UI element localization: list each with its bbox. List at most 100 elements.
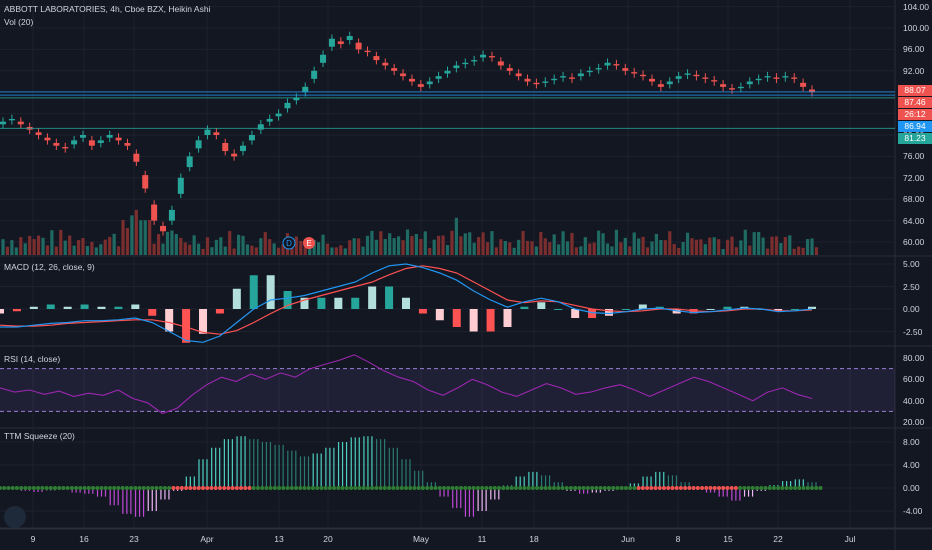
volume-bar xyxy=(765,248,770,255)
ttm-squeeze-dot xyxy=(277,486,282,490)
volume-bar xyxy=(494,247,499,255)
macd-histogram-bar xyxy=(215,309,224,314)
ttm-squeeze-dot xyxy=(408,486,413,490)
macd-histogram-bar xyxy=(182,309,191,343)
macd-histogram-bar xyxy=(148,309,157,316)
ttm-squeeze-dot xyxy=(141,486,146,490)
volume-bar xyxy=(99,244,103,255)
candle-body xyxy=(382,62,389,66)
macd-histogram-bar xyxy=(300,297,309,309)
macd-histogram-bar xyxy=(29,306,38,309)
candle-body xyxy=(542,81,549,83)
ttm-squeeze-dot xyxy=(522,486,527,490)
ttm-squeeze-dot xyxy=(797,486,802,490)
volume-bar xyxy=(232,248,236,255)
volume-bar xyxy=(28,235,32,255)
volume-bar xyxy=(365,235,370,255)
volume-bar xyxy=(263,232,267,255)
ttm-squeeze-dot xyxy=(298,486,303,490)
volume-bar xyxy=(397,236,401,255)
volume-bar xyxy=(717,239,721,255)
volume-bar xyxy=(192,235,196,255)
ttm-squeeze-dot xyxy=(547,486,552,490)
volume-bar xyxy=(134,209,138,255)
candle-body xyxy=(586,70,593,73)
candle-body xyxy=(142,175,149,189)
ttm-axis-label: 4.00 xyxy=(903,460,920,470)
ttm-squeeze-dot xyxy=(539,486,544,490)
volume-bar xyxy=(579,246,583,255)
ttm-squeeze-dot xyxy=(74,486,79,490)
rsi-label: RSI (14, close) xyxy=(4,354,61,364)
volume-bar xyxy=(774,236,779,255)
ttm-squeeze-dot xyxy=(763,486,768,490)
ttm-squeeze-dot xyxy=(695,486,700,490)
volume-bar xyxy=(121,219,125,255)
candle-body xyxy=(328,38,335,47)
rsi-band xyxy=(0,368,895,412)
macd-label: MACD (12, 26, close, 9) xyxy=(4,262,95,272)
ttm-squeeze-dot xyxy=(289,486,294,490)
volume-bar xyxy=(165,231,170,255)
candle-body xyxy=(151,204,158,221)
ttm-squeeze-dot xyxy=(61,486,66,490)
ttm-squeeze-dot xyxy=(306,486,311,490)
candle-body xyxy=(417,84,424,87)
ttm-squeeze-dot xyxy=(463,486,468,490)
candle-body xyxy=(480,54,487,58)
volume-bar xyxy=(779,243,783,255)
candle-body xyxy=(195,140,202,149)
volume-bar xyxy=(441,235,445,255)
candle-body xyxy=(533,82,540,85)
macd-histogram-bar xyxy=(249,275,258,309)
ttm-squeeze-dot xyxy=(721,486,726,490)
macd-histogram-bar xyxy=(418,309,427,314)
ttm-squeeze-dot xyxy=(65,486,70,490)
rsi-axis-label: 20.00 xyxy=(903,417,925,427)
volume-bar xyxy=(770,236,774,255)
candle-body xyxy=(613,64,620,66)
volume-bar xyxy=(414,233,418,255)
macd-histogram-bar xyxy=(638,304,647,309)
volume-bar xyxy=(517,239,521,255)
volume-bar xyxy=(570,232,574,255)
ttm-squeeze-dot xyxy=(133,486,138,490)
volume-bar xyxy=(281,244,285,255)
volume-bar xyxy=(814,247,819,255)
volume-bar xyxy=(50,230,54,255)
candle-body xyxy=(631,72,638,74)
time-axis-label: 11 xyxy=(477,534,487,544)
macd-signal-line xyxy=(0,265,813,335)
candle-body xyxy=(222,143,229,152)
ttm-squeeze-dot xyxy=(683,486,688,490)
candle-body xyxy=(604,62,611,66)
volume-bar xyxy=(108,236,112,255)
volume-bar xyxy=(54,246,58,255)
ttm-squeeze-dot xyxy=(391,486,396,490)
volume-bar xyxy=(325,243,330,255)
ttm-squeeze-dot xyxy=(6,486,11,490)
ttm-squeeze-dot xyxy=(387,486,392,490)
ttm-squeeze-dot xyxy=(755,486,760,490)
ttm-squeeze-dot xyxy=(332,486,337,490)
volume-bar xyxy=(388,233,392,255)
ttm-squeeze-dot xyxy=(535,486,540,490)
volume-bar xyxy=(681,242,685,255)
tradingview-logo-icon[interactable] xyxy=(4,506,26,528)
ttm-squeeze-dot xyxy=(437,486,442,490)
ttm-squeeze-dot xyxy=(150,486,155,490)
ttm-squeeze-dot xyxy=(577,486,582,490)
volume-bar xyxy=(525,240,530,255)
ttm-squeeze-dot xyxy=(399,486,404,490)
candle-body xyxy=(17,121,24,125)
ttm-squeeze-dot xyxy=(653,486,658,490)
ttm-squeeze-dot xyxy=(780,486,785,490)
volume-bar xyxy=(592,242,596,255)
ttm-squeeze-dot xyxy=(268,486,273,490)
macd-line xyxy=(0,263,813,343)
candle-body xyxy=(809,89,815,93)
ttm-squeeze-dot xyxy=(602,486,607,490)
ttm-squeeze-dot xyxy=(492,486,497,490)
ttm-squeeze-dot xyxy=(281,486,286,490)
volume-bar xyxy=(725,239,730,255)
